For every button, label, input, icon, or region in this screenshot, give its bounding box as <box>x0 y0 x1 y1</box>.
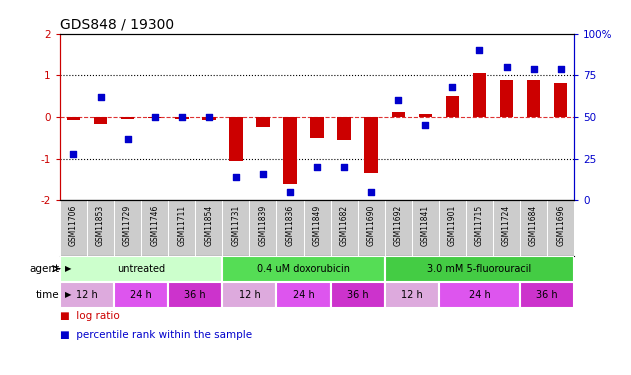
Bar <box>175 117 189 119</box>
Bar <box>60 282 114 308</box>
Text: 24 h: 24 h <box>469 290 490 300</box>
Text: GDS848 / 19300: GDS848 / 19300 <box>60 17 174 31</box>
Bar <box>148 117 162 118</box>
Point <box>204 114 214 120</box>
Bar <box>331 282 385 308</box>
Bar <box>222 256 385 282</box>
Point <box>312 164 322 170</box>
Text: 36 h: 36 h <box>536 290 558 300</box>
Bar <box>67 117 80 120</box>
Point <box>529 66 539 72</box>
Text: GSM11853: GSM11853 <box>96 205 105 246</box>
Text: 24 h: 24 h <box>130 290 152 300</box>
Text: GSM11724: GSM11724 <box>502 205 511 246</box>
Text: GSM11684: GSM11684 <box>529 205 538 246</box>
Text: GSM11746: GSM11746 <box>150 205 159 246</box>
Text: GSM11836: GSM11836 <box>285 205 295 246</box>
Text: GSM11839: GSM11839 <box>259 205 268 246</box>
Point <box>177 114 187 120</box>
Text: GSM11849: GSM11849 <box>312 205 322 246</box>
Bar <box>60 256 222 282</box>
Text: GSM11682: GSM11682 <box>339 205 349 246</box>
Point <box>393 98 403 104</box>
Text: untreated: untreated <box>117 264 165 274</box>
Text: ■  log ratio: ■ log ratio <box>60 311 120 321</box>
Text: GSM11706: GSM11706 <box>69 205 78 246</box>
Bar <box>527 80 540 117</box>
Bar <box>229 117 243 160</box>
Bar <box>276 282 331 308</box>
Bar <box>283 117 297 184</box>
Bar <box>94 117 107 124</box>
Text: 36 h: 36 h <box>347 290 369 300</box>
Text: 3.0 mM 5-fluorouracil: 3.0 mM 5-fluorouracil <box>427 264 531 274</box>
Bar <box>554 83 567 117</box>
Bar <box>385 282 439 308</box>
Bar <box>473 73 487 117</box>
Text: 12 h: 12 h <box>76 290 98 300</box>
Text: ■  percentile rank within the sample: ■ percentile rank within the sample <box>60 330 252 340</box>
Text: GSM11696: GSM11696 <box>556 205 565 246</box>
Text: GSM11711: GSM11711 <box>177 205 186 246</box>
Point <box>95 94 105 100</box>
Text: GSM11690: GSM11690 <box>367 205 375 246</box>
Point <box>420 122 430 128</box>
Bar <box>385 256 574 282</box>
Text: GSM11729: GSM11729 <box>123 205 132 246</box>
Bar <box>391 112 405 117</box>
Bar <box>168 282 222 308</box>
Point <box>447 84 457 90</box>
Text: GSM11715: GSM11715 <box>475 205 484 246</box>
Text: 12 h: 12 h <box>239 290 260 300</box>
Text: time: time <box>36 290 59 300</box>
Point <box>475 47 485 53</box>
Bar <box>500 80 513 117</box>
Point <box>556 66 566 72</box>
Bar <box>418 114 432 117</box>
Text: 12 h: 12 h <box>401 290 423 300</box>
Bar <box>338 117 351 140</box>
Text: 24 h: 24 h <box>293 290 314 300</box>
Text: 36 h: 36 h <box>184 290 206 300</box>
Bar <box>121 117 134 118</box>
Point <box>339 164 349 170</box>
Bar <box>222 282 276 308</box>
Bar <box>445 96 459 117</box>
Text: ▶: ▶ <box>66 264 72 273</box>
Text: 0.4 uM doxorubicin: 0.4 uM doxorubicin <box>257 264 350 274</box>
Text: agent: agent <box>29 264 59 274</box>
Bar <box>202 117 216 120</box>
Bar <box>256 117 269 128</box>
Text: GSM11901: GSM11901 <box>448 205 457 246</box>
Point <box>366 189 376 195</box>
Point <box>231 174 241 180</box>
Text: GSM11854: GSM11854 <box>204 205 213 246</box>
Bar <box>520 282 574 308</box>
Bar <box>310 117 324 138</box>
Point <box>150 114 160 120</box>
Text: ▶: ▶ <box>66 290 72 299</box>
Bar <box>114 282 168 308</box>
Point <box>68 151 78 157</box>
Text: GSM11841: GSM11841 <box>421 205 430 246</box>
Point <box>258 171 268 177</box>
Bar <box>439 282 520 308</box>
Point <box>122 136 133 142</box>
Text: GSM11731: GSM11731 <box>232 205 240 246</box>
Point <box>285 189 295 195</box>
Bar <box>365 117 378 173</box>
Text: GSM11692: GSM11692 <box>394 205 403 246</box>
Point <box>502 64 512 70</box>
